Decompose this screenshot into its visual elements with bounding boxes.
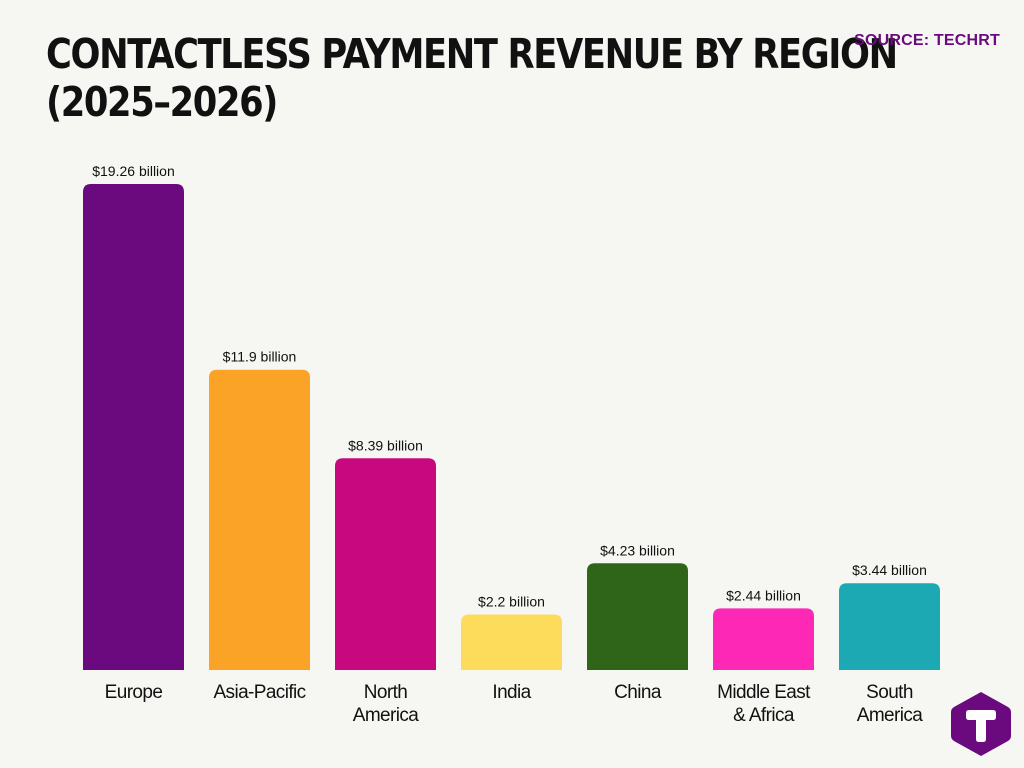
category-label-0: Europe [105, 682, 163, 703]
data-label-1: $11.9 billion [223, 349, 297, 365]
bar-3 [461, 614, 562, 670]
data-label-4: $4.23 billion [600, 542, 675, 558]
bar-2 [335, 458, 436, 670]
data-label-5: $2.44 billion [726, 587, 801, 603]
category-label-1: Asia-Pacific [213, 682, 305, 703]
data-label-6: $3.44 billion [852, 562, 927, 578]
category-label-5: Middle East & Africa [717, 682, 811, 726]
bar-5 [713, 608, 814, 670]
category-label-3: India [492, 682, 531, 703]
data-label-0: $19.26 billion [92, 163, 175, 179]
data-label-3: $2.2 billion [478, 593, 545, 609]
source-label: SOURCE: TECHRT [854, 32, 1000, 49]
chart-title-line-2: (2025–2026) [46, 78, 278, 126]
category-label-6: South America [857, 682, 924, 726]
bar-4 [587, 563, 688, 670]
bar-0 [83, 184, 184, 670]
data-label-2: $8.39 billion [348, 437, 423, 453]
category-label-4: China [614, 682, 662, 703]
chart-title: CONTACTLESS PAYMENT REVENUE BY REGION (2… [46, 30, 898, 126]
techrt-t-logo-icon [951, 692, 1011, 756]
category-label-2: North America [353, 682, 420, 726]
bar-6 [839, 583, 940, 670]
bar-1 [209, 369, 310, 670]
chart-title-line-1: CONTACTLESS PAYMENT REVENUE BY REGION [46, 30, 898, 78]
